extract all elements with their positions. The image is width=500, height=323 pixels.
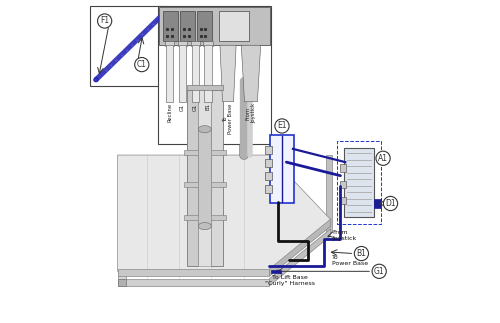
FancyBboxPatch shape xyxy=(204,45,212,102)
Polygon shape xyxy=(187,85,222,90)
FancyBboxPatch shape xyxy=(374,199,381,208)
Polygon shape xyxy=(118,155,126,286)
Polygon shape xyxy=(118,155,331,271)
FancyBboxPatch shape xyxy=(218,11,249,41)
Circle shape xyxy=(384,196,398,211)
Polygon shape xyxy=(184,182,226,187)
FancyBboxPatch shape xyxy=(166,45,173,102)
FancyBboxPatch shape xyxy=(158,7,270,45)
Text: To
Power Base: To Power Base xyxy=(222,103,234,134)
FancyBboxPatch shape xyxy=(178,45,186,102)
Circle shape xyxy=(98,14,112,28)
Text: B1: B1 xyxy=(356,249,366,258)
FancyBboxPatch shape xyxy=(180,11,195,41)
FancyBboxPatch shape xyxy=(190,41,200,46)
FancyBboxPatch shape xyxy=(265,172,272,180)
Text: G1: G1 xyxy=(193,103,198,111)
Polygon shape xyxy=(270,219,331,276)
Polygon shape xyxy=(326,155,332,232)
Text: G1: G1 xyxy=(180,103,185,111)
Text: F1: F1 xyxy=(100,16,109,26)
Circle shape xyxy=(354,246,368,261)
Text: G1: G1 xyxy=(374,267,384,276)
FancyBboxPatch shape xyxy=(340,164,346,172)
Circle shape xyxy=(376,151,390,165)
FancyBboxPatch shape xyxy=(192,45,200,102)
Polygon shape xyxy=(184,215,226,220)
FancyBboxPatch shape xyxy=(344,148,374,217)
Text: C1: C1 xyxy=(137,60,147,69)
Ellipse shape xyxy=(198,223,211,230)
FancyBboxPatch shape xyxy=(158,6,271,144)
Text: To Lift Base
"Curly" Harness: To Lift Base "Curly" Harness xyxy=(266,275,316,286)
FancyBboxPatch shape xyxy=(163,11,178,41)
Polygon shape xyxy=(198,90,211,266)
FancyBboxPatch shape xyxy=(204,41,213,46)
Text: From
Joystick: From Joystick xyxy=(246,103,256,123)
Polygon shape xyxy=(187,90,198,266)
Ellipse shape xyxy=(198,126,211,133)
FancyBboxPatch shape xyxy=(196,11,212,41)
Polygon shape xyxy=(220,45,236,102)
FancyBboxPatch shape xyxy=(265,185,272,193)
FancyBboxPatch shape xyxy=(265,159,272,167)
Polygon shape xyxy=(184,150,226,155)
Circle shape xyxy=(275,119,289,133)
FancyBboxPatch shape xyxy=(90,6,166,86)
FancyBboxPatch shape xyxy=(265,146,272,154)
FancyBboxPatch shape xyxy=(178,41,188,46)
FancyBboxPatch shape xyxy=(340,181,346,188)
Polygon shape xyxy=(118,269,270,276)
FancyBboxPatch shape xyxy=(164,41,174,46)
Polygon shape xyxy=(118,279,126,286)
Circle shape xyxy=(372,264,386,278)
Text: D1: D1 xyxy=(385,199,396,208)
Text: B1: B1 xyxy=(206,103,211,110)
Text: From
Joystick: From Joystick xyxy=(332,230,356,241)
Text: E1: E1 xyxy=(277,121,286,130)
Polygon shape xyxy=(270,229,331,286)
Text: A1: A1 xyxy=(378,154,388,163)
Polygon shape xyxy=(271,270,280,273)
Circle shape xyxy=(94,78,98,82)
Text: To
Power Base: To Power Base xyxy=(332,255,368,266)
Polygon shape xyxy=(242,45,260,102)
FancyBboxPatch shape xyxy=(340,197,346,204)
Circle shape xyxy=(134,57,149,72)
Polygon shape xyxy=(211,90,222,266)
Polygon shape xyxy=(118,279,270,286)
FancyBboxPatch shape xyxy=(270,135,294,203)
Text: Recline: Recline xyxy=(167,103,172,122)
Polygon shape xyxy=(198,129,211,226)
